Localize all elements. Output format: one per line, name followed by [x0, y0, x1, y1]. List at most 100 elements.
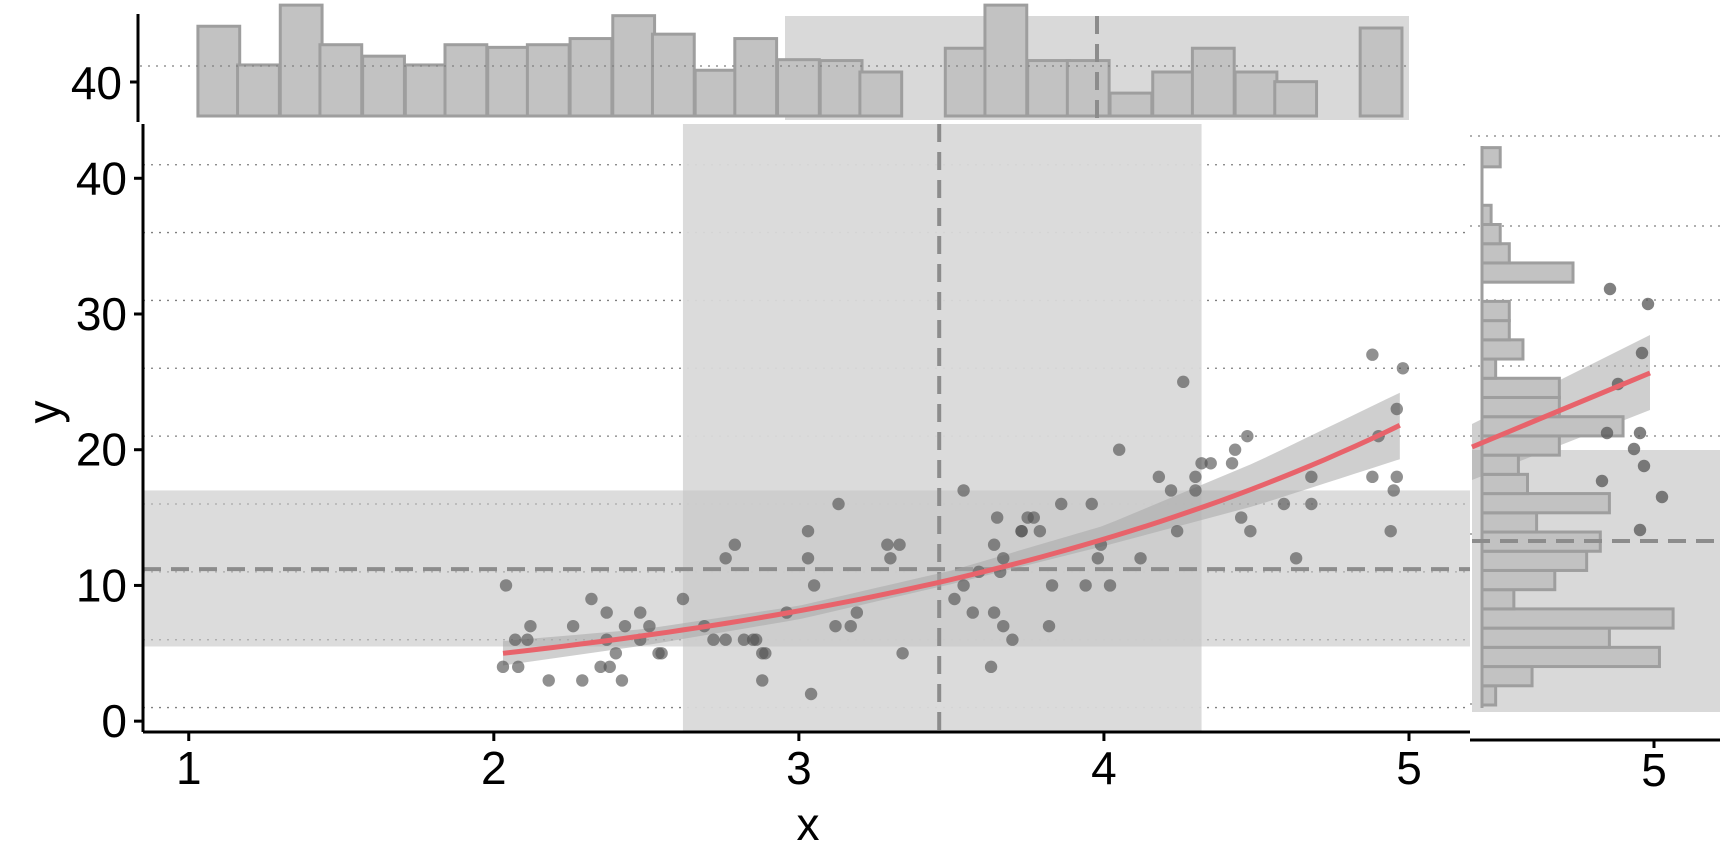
right-histogram-bar	[1480, 376, 1561, 399]
data-point	[1244, 524, 1257, 538]
x-tick-label: 4	[1091, 742, 1117, 794]
data-point	[576, 674, 589, 687]
data-point	[566, 619, 580, 633]
top-histogram-bar	[650, 32, 696, 118]
data-point	[521, 633, 534, 646]
data-point	[512, 660, 525, 674]
top-histogram-bar	[611, 14, 657, 118]
data-point	[987, 606, 1001, 619]
data-point	[957, 484, 970, 497]
y-axis-ticks: 0 10 20 30 40	[76, 152, 143, 747]
data-point	[896, 647, 909, 660]
right-histogram-bar	[1480, 338, 1525, 361]
right-histogram-bar	[1480, 549, 1589, 572]
right-marginal-histogram	[1480, 146, 1675, 708]
y-tick-label: 30	[76, 288, 127, 340]
data-point	[1015, 524, 1028, 538]
data-point	[600, 606, 613, 619]
right-marginal-point	[1641, 297, 1655, 311]
x-axis-ticks: 1 2 3 4 5	[176, 732, 1422, 794]
right-marginal-point	[1627, 442, 1641, 456]
data-point	[1079, 579, 1092, 592]
top-histogram-bar	[733, 37, 779, 118]
data-point	[643, 619, 656, 633]
data-point	[585, 592, 598, 606]
top-histogram-bar	[776, 58, 821, 118]
y-axis-title: y	[18, 401, 70, 424]
data-point	[756, 674, 769, 687]
fit-curve	[502, 423, 1401, 656]
data-point	[807, 579, 821, 592]
right-histogram-bar	[1480, 319, 1511, 342]
top-histogram-bar	[1108, 91, 1154, 118]
right-histogram-bar	[1480, 588, 1516, 611]
data-point	[728, 538, 742, 551]
data-point	[948, 592, 961, 606]
data-point	[1204, 457, 1217, 470]
data-point	[707, 633, 720, 646]
data-point	[609, 647, 623, 660]
data-point	[1189, 470, 1202, 484]
data-point	[1170, 524, 1184, 538]
data-point	[1225, 457, 1239, 470]
data-point	[496, 660, 510, 674]
data-point	[957, 579, 970, 592]
data-point	[655, 647, 668, 660]
data-points	[496, 348, 1410, 701]
top-histogram-bar	[1065, 59, 1111, 118]
top-marginal-histogram	[196, 3, 1404, 118]
data-point	[984, 660, 998, 674]
right-histogram-bar	[1480, 607, 1675, 630]
right-histogram-bar	[1480, 261, 1575, 284]
top-histogram-bar	[818, 59, 864, 118]
data-point	[804, 687, 818, 701]
right-histogram-bar	[1480, 357, 1498, 380]
top-histogram-bar	[196, 24, 242, 118]
data-point	[966, 606, 979, 619]
y-tick-label: 20	[76, 424, 127, 476]
right-histogram-bar	[1480, 684, 1498, 707]
data-point	[990, 511, 1004, 524]
data-point	[997, 552, 1010, 565]
data-point	[594, 660, 607, 674]
right-histogram-bar	[1480, 568, 1557, 592]
right-marginal-tick-label: 5	[1641, 744, 1667, 796]
top-histogram-bar	[1151, 70, 1197, 118]
top-marginal-panel: 40	[71, 3, 1412, 122]
data-point	[1112, 443, 1126, 456]
right-marginal-point	[1633, 523, 1647, 537]
top-histogram-bar	[1233, 70, 1279, 118]
right-histogram-bar	[1480, 492, 1611, 515]
right-marginal-point	[1603, 282, 1617, 296]
right-marginal-panel: 5	[1470, 135, 1722, 796]
data-point	[1228, 443, 1242, 456]
data-point	[1085, 497, 1098, 511]
data-point	[850, 606, 864, 619]
data-point	[1235, 511, 1248, 524]
top-histogram-bar	[486, 45, 532, 118]
right-histogram-bar	[1480, 242, 1511, 265]
data-point	[1390, 470, 1403, 484]
right-histogram-bar	[1480, 645, 1661, 669]
fit-confidence-band	[502, 392, 1400, 666]
data-point	[508, 633, 522, 646]
top-histogram-bar	[278, 3, 324, 118]
data-point	[719, 552, 732, 565]
right-marginal-point	[1633, 426, 1647, 440]
top-histogram-bar	[568, 37, 614, 118]
data-point	[1027, 511, 1040, 524]
data-point	[1241, 429, 1254, 443]
data-point	[1042, 619, 1056, 633]
right-marginal-point	[1635, 346, 1649, 360]
main-panel: 1 2 3 4 5 0 10 20 30 40 x y	[18, 124, 1470, 850]
data-point	[881, 538, 894, 551]
data-point	[893, 538, 906, 551]
data-point	[884, 552, 897, 565]
right-marginal-point	[1600, 426, 1614, 440]
data-point	[1006, 633, 1019, 646]
data-point	[1390, 402, 1403, 416]
data-point	[832, 497, 845, 511]
data-point	[737, 633, 751, 646]
top-histogram-bar	[525, 43, 571, 118]
